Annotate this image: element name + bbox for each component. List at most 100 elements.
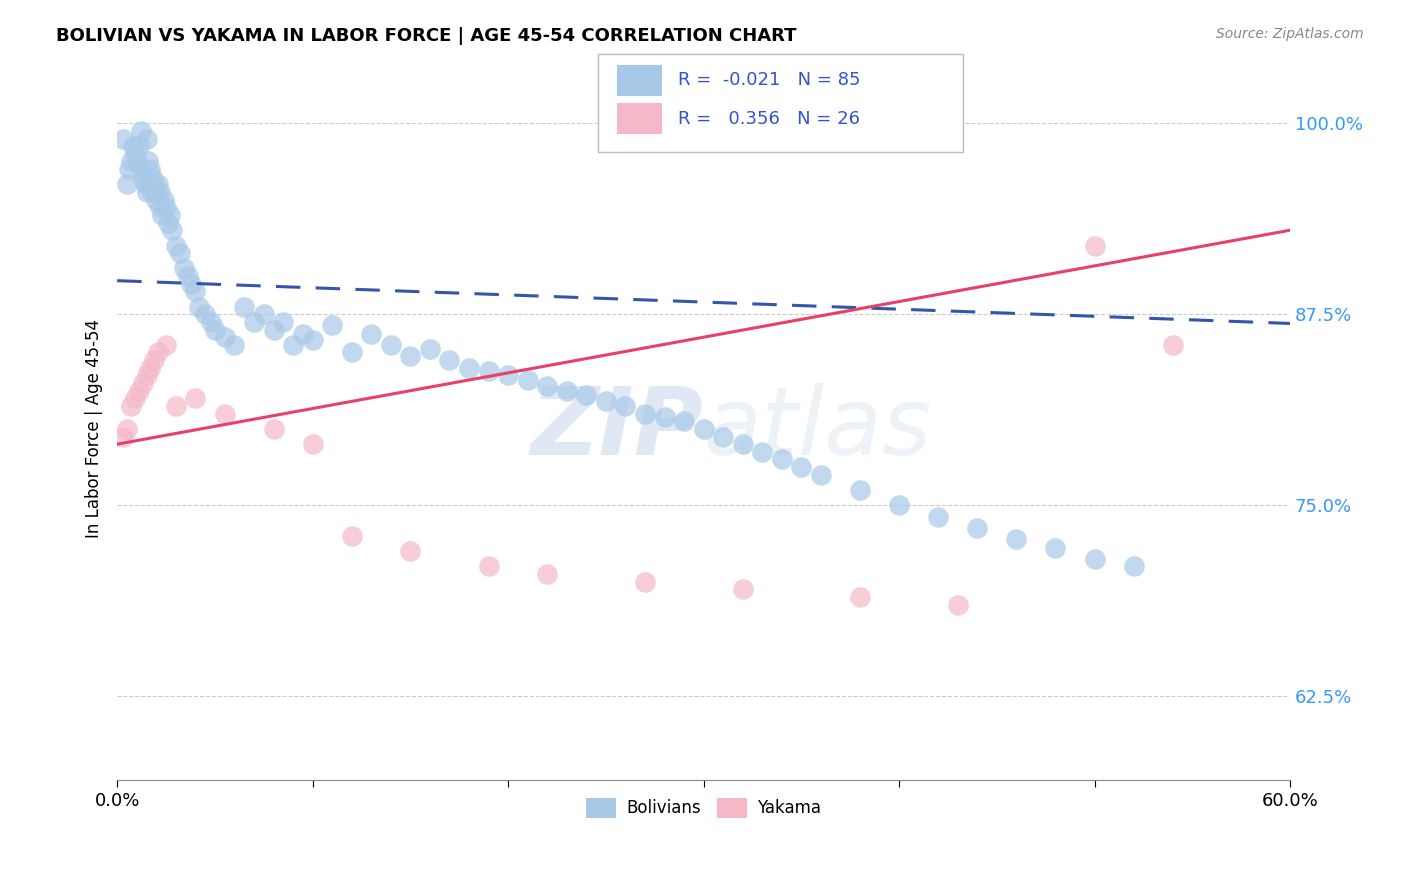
Point [184, 285, 207, 299]
Point [380, 338, 402, 352]
Point [156, 216, 179, 230]
Point [120, 154, 142, 169]
Point [340, 345, 363, 359]
Point [160, 223, 183, 237]
Point [143, 178, 166, 192]
Point [124, 146, 146, 161]
Point [204, 322, 226, 336]
Point [692, 422, 714, 436]
Point [224, 338, 246, 352]
Point [770, 452, 793, 467]
Point [214, 407, 236, 421]
Point [131, 169, 153, 184]
Point [673, 414, 696, 428]
Point [1161, 338, 1184, 352]
Point [128, 139, 150, 153]
Point [233, 300, 256, 314]
Point [135, 185, 157, 199]
Point [399, 349, 422, 363]
Point [165, 399, 187, 413]
Point [131, 376, 153, 390]
Point [184, 392, 207, 406]
Point [536, 567, 558, 582]
Point [887, 498, 910, 512]
Point [145, 185, 167, 199]
Point [141, 169, 163, 184]
Point [810, 467, 832, 482]
Point [575, 388, 598, 402]
Point [321, 318, 343, 332]
Point [141, 185, 163, 199]
Y-axis label: In Labor Force | Age 45-54: In Labor Force | Age 45-54 [86, 319, 103, 539]
Point [150, 208, 173, 222]
Point [478, 364, 501, 378]
Point [243, 315, 266, 329]
Point [139, 162, 162, 177]
Point [849, 483, 872, 497]
Point [790, 460, 813, 475]
Point [1122, 559, 1144, 574]
Point [614, 399, 637, 413]
Point [595, 394, 617, 409]
Point [214, 330, 236, 344]
Point [301, 437, 323, 451]
Point [139, 360, 162, 375]
Point [125, 154, 148, 169]
Text: BOLIVIAN VS YAKAMA IN LABOR FORCE | AGE 45-54 CORRELATION CHART: BOLIVIAN VS YAKAMA IN LABOR FORCE | AGE … [56, 27, 797, 45]
Point [634, 407, 657, 421]
Point [165, 238, 187, 252]
Point [115, 178, 138, 192]
Point [439, 353, 461, 368]
Point [360, 327, 382, 342]
Point [340, 529, 363, 543]
Point [1045, 541, 1067, 555]
Point [731, 582, 754, 597]
Text: Source: ZipAtlas.com: Source: ZipAtlas.com [1216, 27, 1364, 41]
Point [148, 345, 170, 359]
Point [301, 333, 323, 347]
Point [188, 300, 211, 314]
Point [148, 178, 170, 192]
Point [159, 208, 181, 222]
Point [129, 162, 152, 177]
Point [1083, 551, 1105, 566]
Point [536, 379, 558, 393]
Text: ZIP: ZIP [530, 383, 703, 475]
Point [115, 422, 138, 436]
Point [169, 246, 191, 260]
Point [711, 429, 734, 443]
Point [112, 131, 135, 145]
Point [112, 429, 135, 443]
Point [654, 409, 676, 424]
Point [155, 200, 177, 214]
Point [120, 399, 142, 413]
Point [1005, 532, 1028, 546]
Point [273, 315, 295, 329]
Point [118, 162, 141, 177]
Point [149, 185, 172, 199]
Point [124, 392, 146, 406]
Point [134, 178, 156, 192]
Point [121, 139, 143, 153]
Point [176, 269, 198, 284]
Text: R =   0.356   N = 26: R = 0.356 N = 26 [678, 110, 859, 128]
Point [138, 154, 160, 169]
Point [135, 131, 157, 145]
Point [143, 353, 166, 368]
Point [128, 384, 150, 398]
Point [149, 200, 172, 214]
Point [129, 124, 152, 138]
Point [555, 384, 578, 398]
Point [966, 521, 988, 535]
Point [145, 193, 167, 207]
Point [194, 307, 217, 321]
Point [927, 510, 949, 524]
Point [200, 315, 222, 329]
Text: atlas: atlas [703, 384, 932, 475]
Point [291, 327, 314, 342]
Point [946, 598, 969, 612]
Point [419, 343, 441, 357]
Point [135, 368, 157, 383]
Point [173, 261, 195, 276]
Point [263, 422, 285, 436]
